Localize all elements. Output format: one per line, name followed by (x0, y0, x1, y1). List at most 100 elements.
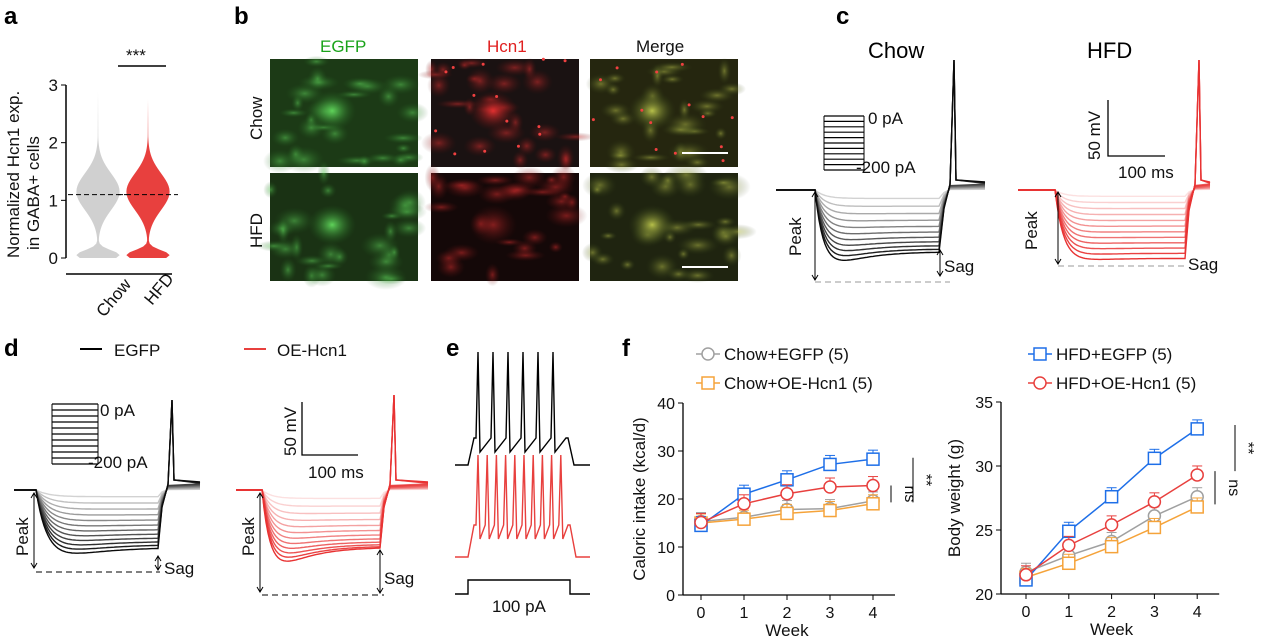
texture (511, 150, 529, 170)
micrograph-hfd-merge (581, 162, 757, 283)
voltage-trace (236, 487, 429, 515)
step-bottom-label: -200 pA (856, 158, 916, 177)
data-point (1104, 539, 1119, 554)
voltage-trace (1018, 183, 1211, 244)
y-tick-label: 3 (49, 76, 58, 95)
x-tick-label: 4 (1193, 604, 1202, 621)
texture (604, 156, 639, 174)
legend-label: Chow+EGFP (5) (724, 345, 849, 364)
texture (528, 123, 561, 142)
voltage-trace (776, 185, 986, 229)
texture (263, 181, 279, 199)
texture (650, 63, 664, 89)
voltage-trace (776, 187, 986, 207)
voltage-trace (1018, 59, 1211, 255)
texture (545, 192, 578, 211)
chart-1: 20 25 30 35 0 1 2 3 4 Week Body weight (g) HFD+EGFP… (945, 345, 1256, 639)
puncta (598, 78, 602, 82)
step-top-label: 0 pA (868, 109, 904, 128)
texture (424, 163, 441, 192)
data-point (1147, 495, 1162, 509)
ns-label: ns (901, 486, 918, 503)
texture (486, 72, 523, 95)
panel-label-f: f (622, 335, 631, 362)
texture (457, 60, 472, 71)
texture (714, 216, 737, 228)
peak-arrow-head (1054, 191, 1062, 265)
puncta (730, 116, 734, 120)
puncta (721, 159, 725, 163)
title-hfd: HFD (1087, 38, 1132, 63)
texture (721, 244, 742, 267)
texture (548, 241, 563, 253)
texture (599, 231, 618, 241)
voltage-trace (236, 394, 429, 554)
micrograph-grid: EGFP Hcn1 Merge Chow HFD (247, 37, 757, 290)
scale-voltage: 50 mV (281, 406, 300, 456)
data-point (1190, 468, 1204, 482)
puncta (481, 62, 485, 66)
data-point (1062, 556, 1076, 571)
texture (631, 153, 671, 163)
texture (465, 67, 495, 95)
y-tick-label: 2 (49, 134, 58, 153)
puncta (615, 66, 619, 70)
x-tick-label: 0 (1022, 604, 1031, 621)
trace-panel-d: EGFP OE-Hcn1 0 pA -200 pA Peak Sag Peak … (13, 341, 429, 596)
voltage-trace (14, 399, 201, 546)
ylabel-line1: Normalized Hcn1 exp. (4, 91, 23, 258)
x-tick-label: 1 (740, 605, 749, 622)
legend-marker (701, 376, 715, 390)
data-point (1104, 518, 1119, 532)
x-tick-label: 3 (826, 605, 835, 622)
y-tick-label: 1 (49, 191, 58, 210)
texture (463, 135, 497, 157)
trace-panel-e: 100 pA (455, 351, 590, 616)
cell-body (308, 90, 357, 131)
y-axis-label: Caloric intake (kcal/d) (630, 417, 649, 580)
puncta (453, 152, 457, 156)
texture (660, 74, 685, 85)
texture (714, 126, 728, 140)
y-tick-label: 0 (49, 249, 58, 268)
voltage-trace (14, 487, 201, 510)
legend-oe-hcn1: OE-Hcn1 (277, 341, 347, 360)
x-tick-label: 4 (869, 605, 878, 622)
data-point (780, 506, 794, 521)
micrograph-chow-merge (585, 57, 747, 174)
column-header-merge: Merge (636, 37, 684, 56)
y-tick-label: 20 (975, 587, 993, 604)
data-point (780, 473, 794, 487)
voltage-trace (14, 487, 201, 504)
voltage-trace (14, 485, 201, 527)
sag-label: Sag (944, 257, 974, 276)
trace-panel-c: Chow HFD 0 pA -200 pA Peak Sag Peak Sag … (776, 38, 1218, 283)
y-tick-label: 40 (657, 396, 675, 413)
texture (394, 143, 413, 154)
texture (717, 57, 732, 85)
texture (605, 82, 622, 97)
sag-label-hfd: Sag (1188, 255, 1218, 274)
micrograph-chow-egfp (263, 55, 429, 174)
step-top-label: 0 pA (100, 401, 136, 420)
puncta (655, 70, 659, 74)
data-point (1147, 520, 1162, 535)
data-point (823, 503, 837, 518)
voltage-trace (1018, 185, 1211, 227)
legend-egfp: EGFP (114, 341, 160, 360)
texture (423, 201, 459, 214)
title-chow: Chow (868, 38, 924, 63)
voltage-trace (776, 188, 986, 200)
puncta (563, 59, 567, 63)
legend-marker (701, 347, 715, 361)
spike-train (455, 351, 590, 466)
voltage-trace (776, 186, 986, 222)
legend-label: HFD+OE-Hcn1 (5) (1056, 374, 1196, 393)
data-point (866, 497, 880, 511)
data-point (866, 452, 880, 466)
voltage-trace (236, 484, 429, 539)
data-point (694, 515, 708, 530)
y-tick-label: 20 (657, 492, 675, 509)
data-point (737, 512, 751, 526)
data-point (1062, 524, 1076, 539)
